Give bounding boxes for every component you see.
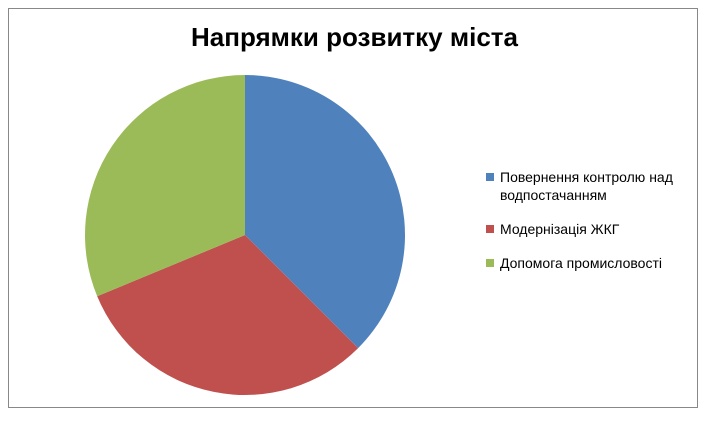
legend-item: Допомога промисловості (486, 254, 686, 272)
pie-slice (245, 75, 405, 349)
legend-key (486, 173, 494, 181)
legend-key (486, 225, 494, 233)
legend-label: Модернізація ЖКГ (500, 221, 620, 237)
legend-item: Модернізація ЖКГ (486, 220, 686, 238)
chart-frame (8, 8, 698, 408)
legend-key (486, 259, 494, 267)
legend-item: Повернення контролю над водпостачанням (486, 168, 686, 204)
chart-title: Напрямки розвитку міста (191, 22, 518, 52)
legend: Повернення контролю над водпостачанням Мо… (486, 168, 686, 288)
legend-label: Допомога промисловості (500, 255, 662, 271)
pie-slice (84, 75, 245, 297)
pie-slice (97, 235, 359, 395)
legend-label: Повернення контролю над водпостачанням (500, 169, 673, 203)
